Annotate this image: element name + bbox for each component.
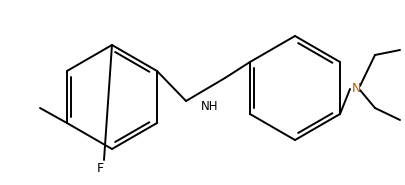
Text: F: F — [96, 162, 104, 174]
Text: N: N — [351, 82, 361, 95]
Text: NH: NH — [201, 100, 219, 112]
